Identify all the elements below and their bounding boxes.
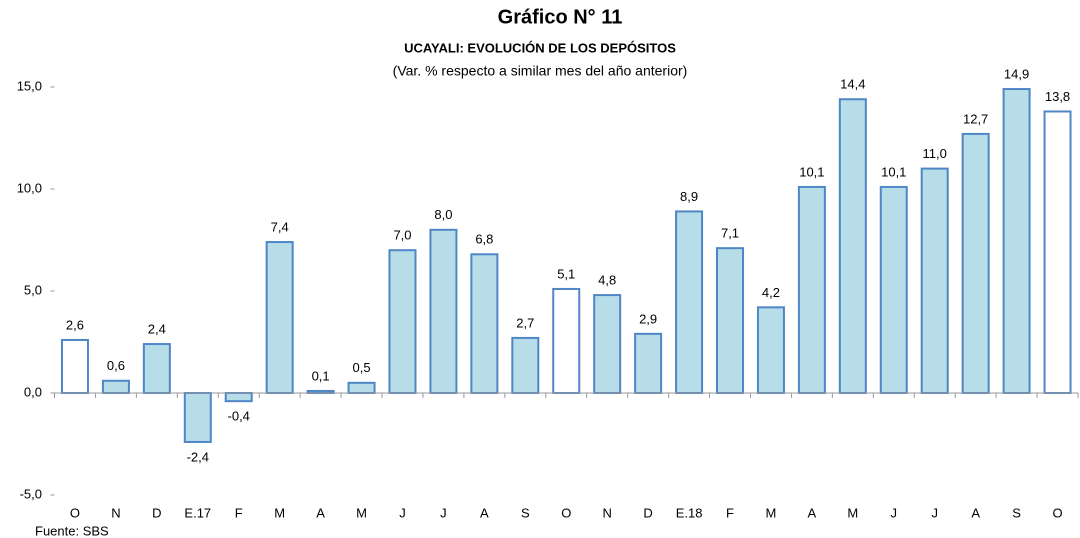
bar <box>675 210 704 394</box>
value-label: 10,1 <box>881 164 906 179</box>
x-tick-label: N <box>111 505 120 520</box>
bar <box>920 167 949 394</box>
value-label: 7,1 <box>721 226 739 241</box>
value-label: 8,9 <box>680 189 698 204</box>
chart-title: Gráfico N° 11 <box>498 6 623 28</box>
value-label: 2,9 <box>639 311 657 326</box>
value-label: 12,7 <box>963 111 988 126</box>
value-label: 14,4 <box>840 77 865 92</box>
value-label: 11,0 <box>923 146 947 161</box>
value-label: 6,8 <box>475 232 493 247</box>
x-tick-label: J <box>440 505 447 520</box>
bar <box>142 343 171 395</box>
x-tick-label: O <box>561 505 571 520</box>
value-label: 13,8 <box>1045 89 1070 104</box>
x-tick-label: J <box>399 505 406 520</box>
value-label: 2,4 <box>148 321 166 336</box>
x-tick-label: S <box>521 505 530 520</box>
x-tick-label: F <box>235 505 243 520</box>
bar <box>879 185 908 394</box>
value-label: 7,0 <box>393 228 411 243</box>
value-label: 0,6 <box>107 358 125 373</box>
chart-subtitle: (Var. % respecto a similar mes del año a… <box>393 63 688 79</box>
x-tick-label: A <box>971 505 980 520</box>
bar <box>60 338 89 394</box>
value-label: 5,1 <box>557 266 575 281</box>
y-tick-label: 15,0 <box>17 78 42 93</box>
bar <box>552 287 581 394</box>
bar <box>183 392 212 443</box>
value-label: 2,6 <box>66 317 84 332</box>
y-tick-label: 10,0 <box>17 180 42 195</box>
bar <box>634 332 663 394</box>
y-tick-label: 0,0 <box>24 384 42 399</box>
x-tick-label: M <box>847 505 858 520</box>
bar <box>961 132 990 394</box>
chart-subtitle: UCAYALI: EVOLUCIÓN DE LOS DEPÓSITOS <box>404 40 676 55</box>
bar <box>1043 110 1072 394</box>
value-label: 7,4 <box>271 219 289 234</box>
value-label: 8,0 <box>434 207 452 222</box>
value-label: 0,1 <box>312 368 330 383</box>
x-tick-label: M <box>766 505 777 520</box>
bar <box>265 241 294 394</box>
value-label: 0,5 <box>353 360 371 375</box>
bar <box>838 98 867 395</box>
bar <box>716 247 745 394</box>
x-tick-label: O <box>1052 505 1062 520</box>
x-tick-label: A <box>316 505 325 520</box>
value-label: 10,1 <box>799 164 824 179</box>
bar <box>388 249 417 394</box>
x-tick-label: F <box>726 505 734 520</box>
x-tick-label: E.17 <box>184 505 211 520</box>
bar <box>1002 88 1031 394</box>
bar <box>347 381 376 394</box>
value-label: 4,2 <box>762 285 780 300</box>
value-label: -2,4 <box>187 449 209 464</box>
bar <box>101 379 130 395</box>
bar <box>593 294 622 394</box>
y-tick-label: -5,0 <box>20 486 42 501</box>
value-label: 2,7 <box>516 315 534 330</box>
x-tick-label: A <box>480 505 489 520</box>
bar <box>429 228 458 394</box>
y-tick-label: 5,0 <box>24 282 42 297</box>
source-note: Fuente: SBS <box>35 523 109 538</box>
x-tick-label: O <box>70 505 80 520</box>
x-tick-label: D <box>152 505 161 520</box>
x-tick-label: S <box>1012 505 1021 520</box>
bar <box>756 306 785 395</box>
bar <box>797 185 826 394</box>
bar <box>224 392 253 403</box>
bar <box>470 253 499 394</box>
x-tick-label: D <box>643 505 652 520</box>
x-tick-label: M <box>274 505 285 520</box>
x-tick-label: J <box>931 505 938 520</box>
value-label: 14,9 <box>1004 66 1029 81</box>
x-tick-label: N <box>602 505 611 520</box>
x-tick-label: J <box>891 505 898 520</box>
value-label: 4,8 <box>598 273 616 288</box>
x-tick-label: M <box>356 505 367 520</box>
value-label: -0,4 <box>228 409 250 424</box>
x-tick-label: E.18 <box>676 505 703 520</box>
x-tick-label: A <box>808 505 817 520</box>
bar <box>511 336 540 395</box>
